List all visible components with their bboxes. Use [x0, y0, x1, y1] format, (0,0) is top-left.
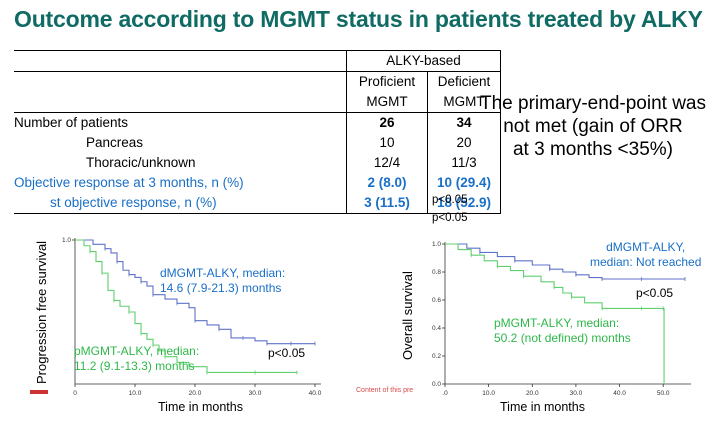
footnote: Content of this pre	[356, 387, 414, 394]
table-row: Number of patients 26 34	[14, 112, 501, 133]
annotation-line: dMGMT-ALKY, median:	[160, 266, 286, 280]
annotation-line: 11.2 (9.1-13.3) months	[74, 359, 195, 373]
km-curve-dmgmt-alky	[75, 239, 315, 345]
x-tick-label: 30.0	[249, 390, 262, 397]
y-tick-label: 0.6	[432, 297, 441, 304]
red-mark	[30, 390, 48, 394]
y-tick-label: 0.0	[432, 381, 441, 388]
outcome-table: ALKY-based Proficient Deficient MGMT MGM…	[14, 50, 501, 214]
table-empty	[14, 92, 347, 113]
col-header-deficient: Deficient	[427, 71, 501, 92]
x-tick-label: 50.0	[657, 390, 670, 397]
col-header-proficient: Proficient	[346, 71, 428, 92]
cell-value: 10	[346, 133, 428, 153]
callout-line: not met (gain of ORR	[503, 116, 683, 137]
annotation-line: median: Not reached	[590, 255, 702, 269]
annotation-line: dMGMT-ALKY,	[606, 240, 686, 254]
y-tick-label: 1.0	[432, 241, 441, 248]
row-label: Number of patients	[14, 115, 129, 130]
y-tick-label: 1.0	[62, 237, 71, 244]
table-row: Pancreas 10 20	[14, 133, 501, 153]
x-tick-label: 40.0	[613, 390, 626, 397]
x-tick-label: 20.0	[526, 390, 539, 397]
annotation-line: 50.2 (not defined) months	[494, 331, 631, 345]
cell-value: 3 (11.5)	[346, 193, 428, 214]
km-curve-pmgmt-alky	[75, 239, 297, 374]
os-pvalue: p<0.05	[636, 286, 674, 300]
row-label: Thoracic/unknown	[86, 155, 196, 170]
annotation-line: pMGMT-ALKY, median:	[74, 344, 200, 358]
col-header-proficient-mgmt: MGMT	[346, 92, 428, 113]
os-x-axis-label: Time in months	[500, 400, 585, 414]
x-tick-label: 30.0	[570, 390, 583, 397]
cell-value: 34	[427, 112, 501, 133]
x-tick-label: 0	[73, 390, 77, 397]
table-row: Objective response at 3 months, n (%) 2 …	[14, 173, 501, 193]
table-empty	[14, 71, 347, 92]
cell-value: 26	[346, 112, 428, 133]
x-tick-label: 10.0	[129, 390, 142, 397]
cell-value: 10 (29.4)	[427, 173, 501, 193]
pvalue-orr3m: p<0.05	[432, 194, 468, 206]
cell-value: 2 (8.0)	[346, 173, 428, 193]
slide-title: Outcome according to MGMT status in pati…	[14, 6, 703, 32]
row-label: Objective response at 3 months, n (%)	[14, 175, 244, 190]
callout-line: The primary-end-point was	[480, 93, 706, 114]
table-row: Thoracic/unknown 12/4 11/3	[14, 153, 501, 173]
x-tick-label: 40.0	[309, 390, 322, 397]
annotation-line: pMGMT-ALKY, median:	[494, 316, 620, 330]
row-label: Pancreas	[86, 135, 144, 150]
x-tick-label: 20.0	[189, 390, 202, 397]
km-curve-pmgmt-alky	[445, 243, 665, 384]
os-pmgmt-annotation: pMGMT-ALKY, median: 50.2 (not defined) m…	[494, 316, 631, 346]
x-tick-label: 10.0	[482, 390, 495, 397]
y-tick-label: 0.8	[432, 269, 441, 276]
y-tick-label: 0.2	[432, 353, 441, 360]
cell-value: 20	[427, 133, 501, 153]
row-label: st objective response, n (%)	[50, 195, 217, 210]
group-header: ALKY-based	[346, 50, 501, 72]
callout-text: The primary-end-point was not met (gain …	[468, 92, 718, 161]
pfs-pmgmt-annotation: pMGMT-ALKY, median: 11.2 (9.1-13.3) mont…	[74, 344, 199, 374]
annotation-line: 14.6 (7.9-21.3) months	[160, 281, 282, 295]
cell-value: 18 (52.9)	[427, 193, 501, 214]
x-tick-label: .0	[442, 390, 448, 397]
pvalue-best-orr: p<0.05	[432, 212, 468, 224]
pfs-x-axis-label: Time in months	[158, 400, 243, 414]
table-corner	[14, 50, 347, 72]
col-header-deficient-mgmt: MGMT	[427, 92, 501, 113]
callout-line: at 3 months <35%)	[512, 139, 673, 160]
table-row: st objective response, n (%) 3 (11.5) 18…	[14, 193, 501, 214]
cell-value: 11/3	[427, 153, 501, 173]
y-tick-label: 0.4	[432, 325, 441, 332]
cell-value: 12/4	[346, 153, 428, 173]
os-dmgmt-annotation: dMGMT-ALKY, median: Not reached	[590, 240, 701, 270]
pfs-pvalue: p<0.05	[268, 346, 306, 360]
pfs-dmgmt-annotation: dMGMT-ALKY, median: 14.6 (7.9-21.3) mont…	[160, 266, 285, 296]
